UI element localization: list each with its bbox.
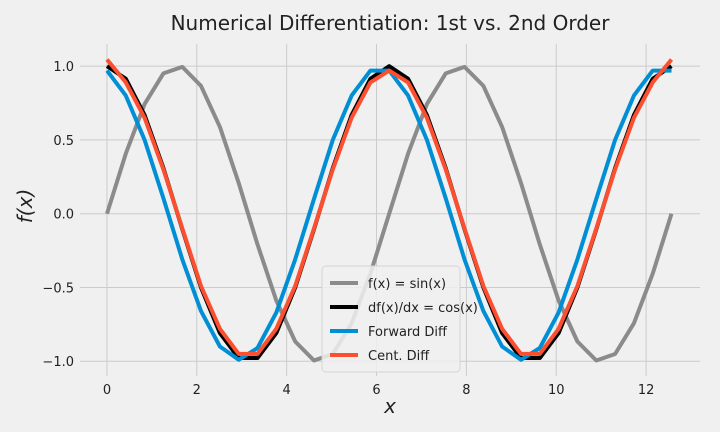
x-axis-label: x: [383, 394, 396, 418]
y-tick-label: 0.5: [53, 134, 74, 149]
series-line-1: [105, 64, 674, 363]
series-line-4: [105, 58, 674, 356]
x-tick-label: 10: [548, 383, 565, 398]
legend-label-1: f(x) = sin(x): [368, 277, 446, 292]
legend-label-3: Forward Diff: [368, 325, 448, 340]
y-tick-label: −0.5: [42, 281, 74, 296]
x-tick-label: 6: [372, 383, 380, 398]
x-tick-label: 4: [283, 383, 291, 398]
chart-title: Numerical Differentiation: 1st vs. 2nd O…: [171, 11, 611, 35]
legend-label-2: df(x)/dx = cos(x): [368, 301, 478, 316]
legend-label-4: Cent. Diff: [368, 349, 430, 364]
legend-box: [321, 265, 461, 373]
y-tick-label: 1.0: [53, 60, 74, 75]
x-tick-label: 12: [638, 383, 655, 398]
y-tick-label: −1.0: [42, 355, 74, 370]
ticks: 0 2 4 6 8 10 12 −1.0 −0.5 0.0 0.5 1.0: [42, 60, 654, 398]
y-axis-label: f(x): [13, 189, 37, 223]
x-tick-label: 8: [462, 383, 470, 398]
y-tick-label: 0.0: [53, 208, 74, 223]
x-tick-label: 2: [193, 383, 201, 398]
legend: f(x) = sin(x) df(x)/dx = cos(x) Forward Di…: [321, 265, 478, 373]
series-layer: [105, 58, 674, 363]
x-tick-label: 0: [103, 383, 111, 398]
